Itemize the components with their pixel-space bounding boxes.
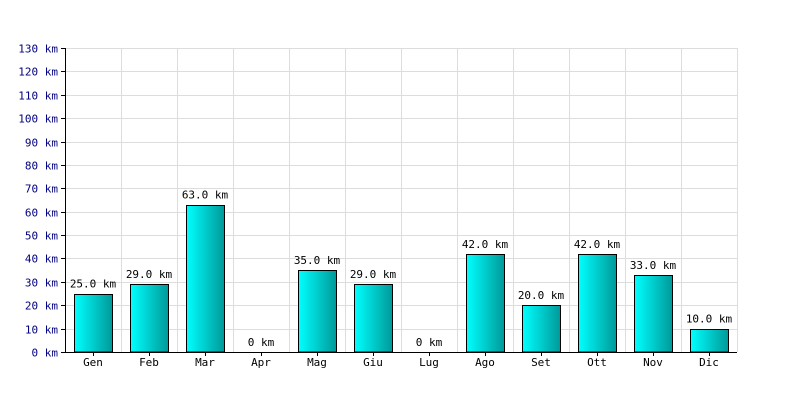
bar-giu xyxy=(354,284,393,353)
y-tick-label: 100 km xyxy=(18,113,58,126)
y-tick-label: 50 km xyxy=(25,230,58,243)
y-tick-label: 80 km xyxy=(25,160,58,173)
x-tick-label: Ott xyxy=(587,356,607,369)
bar-feb xyxy=(130,284,169,353)
x-axis-ticks: Gen Feb Mar Apr Mag Giu Lug Ago Set Ott Nov Dic xyxy=(83,356,719,369)
x-tick-label: Mag xyxy=(307,356,327,369)
x-tick-label: Mar xyxy=(195,356,215,369)
x-tick-label: Apr xyxy=(251,356,271,369)
x-tick-label: Giu xyxy=(363,356,383,369)
data-label-set: 20.0 km xyxy=(518,289,565,302)
y-tick-label: 30 km xyxy=(25,277,58,290)
data-label-gen: 25.0 km xyxy=(70,278,117,291)
bar-ott xyxy=(578,254,617,353)
y-tick-label: 60 km xyxy=(25,207,58,220)
x-tick-label: Dic xyxy=(699,356,719,369)
data-label-nov: 33.0 km xyxy=(630,259,677,272)
bar-mag xyxy=(298,270,337,353)
data-label-ott: 42.0 km xyxy=(574,238,621,251)
data-label-giu: 29.0 km xyxy=(350,268,397,281)
bar-dic xyxy=(690,329,729,353)
data-labels: 25.0 km 29.0 km 63.0 km 0 km 35.0 km 29.0 km 0… xyxy=(70,189,733,349)
data-label-mar: 63.0 km xyxy=(182,189,229,202)
y-tick-label: 90 km xyxy=(25,137,58,150)
bar-ago xyxy=(466,254,505,353)
x-tick-label: Ago xyxy=(475,356,495,369)
y-tick-label: 40 km xyxy=(25,253,58,266)
bar-nov xyxy=(634,275,673,353)
y-tick-label: 0 km xyxy=(32,347,59,360)
data-label-lug: 0 km xyxy=(416,336,443,349)
data-label-mag: 35.0 km xyxy=(294,254,341,267)
axes xyxy=(61,48,737,356)
x-tick-label: Feb xyxy=(139,356,159,369)
data-label-apr: 0 km xyxy=(248,336,275,349)
y-axis-ticks: 0 km 10 km 20 km 30 km 40 km 50 km 60 km 70 km 8… xyxy=(18,43,58,360)
data-label-feb: 29.0 km xyxy=(126,268,173,281)
y-tick-label: 70 km xyxy=(25,183,58,196)
x-tick-label: Set xyxy=(531,356,551,369)
bar-mar xyxy=(186,205,225,353)
data-label-dic: 10.0 km xyxy=(686,313,733,326)
y-tick-label: 20 km xyxy=(25,300,58,313)
grid xyxy=(65,48,738,352)
x-tick-label: Gen xyxy=(83,356,103,369)
x-tick-label: Nov xyxy=(643,356,663,369)
y-tick-label: 130 km xyxy=(18,43,58,56)
bar-set xyxy=(522,305,561,353)
x-tick-label: Lug xyxy=(419,356,439,369)
bar-gen xyxy=(74,294,113,353)
data-label-ago: 42.0 km xyxy=(462,238,509,251)
y-tick-label: 10 km xyxy=(25,324,58,337)
y-tick-label: 120 km xyxy=(18,66,58,79)
y-tick-label: 110 km xyxy=(18,90,58,103)
